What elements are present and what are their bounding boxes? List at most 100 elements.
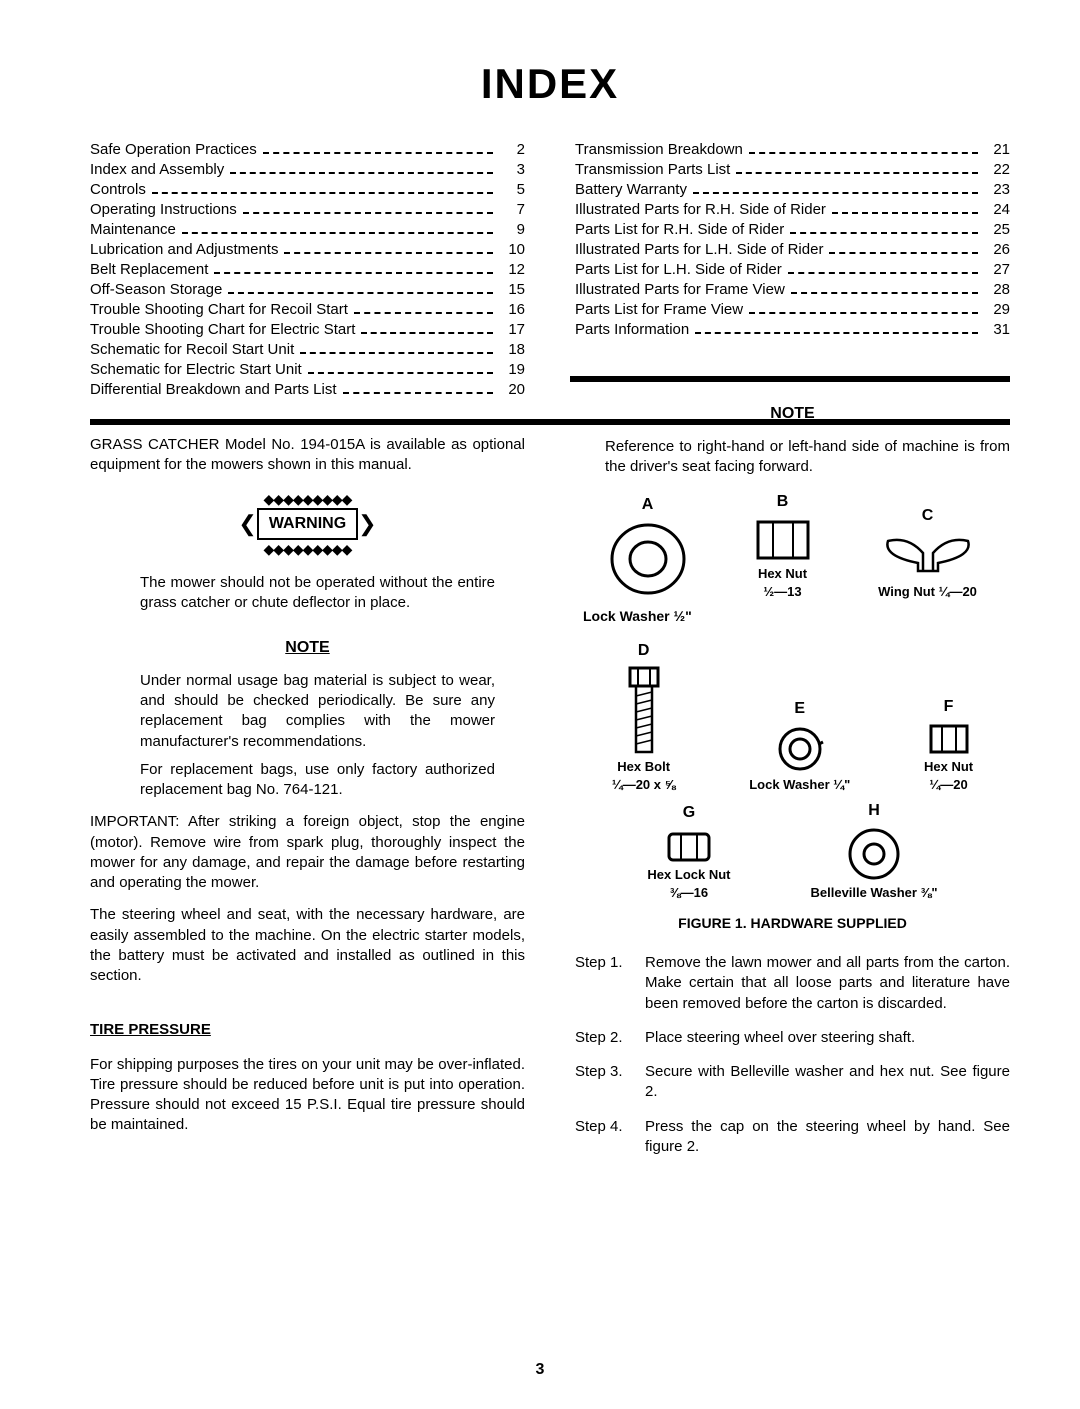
tire-pressure-heading: TIRE PRESSURE (90, 1020, 525, 1040)
tire-pressure-para: For shipping purposes the tires on your … (90, 1055, 525, 1136)
hw-item-e: E Lock Washer ¼" (749, 698, 850, 792)
index-dots (788, 272, 978, 274)
index-dots (152, 192, 493, 194)
hw-label-a: Lock Washer ½" (583, 607, 1010, 626)
note-heading-right: NOTE (575, 403, 1010, 425)
hw-item-g: G Hex Lock Nut ⅜—16 (647, 802, 730, 900)
index-page: 21 (984, 141, 1010, 158)
hw-label-b-size: ½—13 (763, 585, 801, 599)
index-label: Transmission Parts List (575, 161, 730, 178)
index-label: Differential Breakdown and Parts List (90, 381, 337, 398)
warning-bracket-right: ❯ (358, 509, 376, 539)
hw-item-a: A (608, 494, 688, 600)
index-label: Controls (90, 181, 146, 198)
index-entry: Parts List for R.H. Side of Rider25 (575, 221, 1010, 238)
index-dots (228, 292, 493, 294)
index-page: 29 (984, 301, 1010, 318)
index-dots (182, 232, 493, 234)
index-label: Off-Season Storage (90, 281, 222, 298)
index-dots (791, 292, 978, 294)
warning-box: ◆◆◆◆◆◆◆◆◆ ❮ WARNING ❯ ◆◆◆◆◆◆◆◆◆ (223, 490, 393, 559)
index-entry: Maintenance9 (90, 221, 525, 238)
steering-para: The steering wheel and seat, with the ne… (90, 905, 525, 986)
index-dots (214, 272, 493, 274)
hex-lock-nut-icon (665, 828, 713, 864)
hw-item-f: F Hex Nut ¼—20 (924, 696, 973, 792)
index-entry: Battery Warranty23 (575, 181, 1010, 198)
index-entry: Off-Season Storage15 (90, 281, 525, 298)
index-label: Trouble Shooting Chart for Recoil Start (90, 301, 348, 318)
step-text: Remove the lawn mower and all parts from… (645, 953, 1010, 1014)
index-entry: Illustrated Parts for L.H. Side of Rider… (575, 241, 1010, 258)
index-page: 19 (499, 361, 525, 378)
warning-label: WARNING (257, 508, 358, 540)
index-label: Schematic for Electric Start Unit (90, 361, 302, 378)
wing-nut-icon (878, 531, 978, 581)
index-page: 31 (984, 321, 1010, 338)
index-dots (693, 192, 978, 194)
hw-label-c: Wing Nut ¼—20 (878, 585, 977, 599)
hw-item-c: C Wing Nut ¼—20 (878, 505, 978, 599)
index-label: Index and Assembly (90, 161, 224, 178)
index-page: 22 (984, 161, 1010, 178)
index-label: Battery Warranty (575, 181, 687, 198)
assembly-step: Step 4.Press the cap on the steering whe… (575, 1117, 1010, 1158)
index-page: 2 (499, 141, 525, 158)
index-dots (695, 332, 978, 334)
page-title: INDEX (90, 60, 1010, 108)
index-entry: Differential Breakdown and Parts List20 (90, 381, 525, 398)
note-heading-left: NOTE (90, 637, 525, 659)
step-number: Step 3. (575, 1062, 645, 1103)
index-label: Maintenance (90, 221, 176, 238)
note-text-right: Reference to right-hand or left-hand sid… (605, 437, 1010, 478)
index-page: 27 (984, 261, 1010, 278)
index-dots (230, 172, 493, 174)
index-label: Belt Replacement (90, 261, 208, 278)
index-entry: Safe Operation Practices2 (90, 141, 525, 158)
index-page: 10 (499, 241, 525, 258)
index-dots (749, 152, 978, 154)
note-text-1: Under normal usage bag material is subje… (140, 671, 495, 752)
hw-letter-d: D (638, 640, 650, 662)
diamond-row-top: ◆◆◆◆◆◆◆◆◆ (264, 490, 352, 509)
index-page: 12 (499, 261, 525, 278)
index-page: 16 (499, 301, 525, 318)
index-page: 5 (499, 181, 525, 198)
hw-letter-h: H (868, 800, 880, 822)
hw-label-g-name: Hex Lock Nut (647, 868, 730, 882)
hw-label-h: Belleville Washer ⅜" (811, 886, 938, 900)
index-dots (354, 312, 493, 314)
index-entry: Parts List for Frame View29 (575, 301, 1010, 318)
hw-label-f-name: Hex Nut (924, 760, 973, 774)
hw-letter-g: G (683, 802, 695, 824)
index-entry: Schematic for Electric Start Unit 19 (90, 361, 525, 378)
index-page: 17 (499, 321, 525, 338)
body-col-left: GRASS CATCHER Model No. 194-015A is avai… (90, 423, 525, 1171)
lock-washer-large-icon (608, 519, 688, 599)
index-col-left: Safe Operation Practices2 Index and Assem… (90, 138, 525, 401)
index-dots (736, 172, 978, 174)
hex-nut-large-icon (753, 517, 813, 563)
index-label: Schematic for Recoil Start Unit (90, 341, 294, 358)
index-label: Illustrated Parts for Frame View (575, 281, 785, 298)
assembly-step: Step 3.Secure with Belleville washer and… (575, 1062, 1010, 1103)
hw-label-d-name: Hex Bolt (617, 760, 670, 774)
index-entry: Illustrated Parts for R.H. Side of Rider… (575, 201, 1010, 218)
index-page: 28 (984, 281, 1010, 298)
hw-label-g-size: ⅜—16 (670, 886, 708, 900)
index-dots (832, 212, 978, 214)
hw-letter-a: A (642, 494, 654, 516)
index-label: Parts Information (575, 321, 689, 338)
index-entry: Index and Assembly3 (90, 161, 525, 178)
index-entry: Controls 5 (90, 181, 525, 198)
hw-item-h: H Belleville Washer ⅜" (811, 800, 938, 900)
index-entry: Operating Instructions7 (90, 201, 525, 218)
page-number: 3 (536, 1361, 545, 1379)
index-entry: Transmission Breakdown21 (575, 141, 1010, 158)
index-dots (790, 232, 978, 234)
index-entry: Belt Replacement 12 (90, 261, 525, 278)
warning-bracket-left: ❮ (238, 509, 256, 539)
index-dots (263, 152, 493, 154)
step-text: Press the cap on the steering wheel by h… (645, 1117, 1010, 1158)
steps-list: Step 1.Remove the lawn mower and all par… (575, 953, 1010, 1157)
